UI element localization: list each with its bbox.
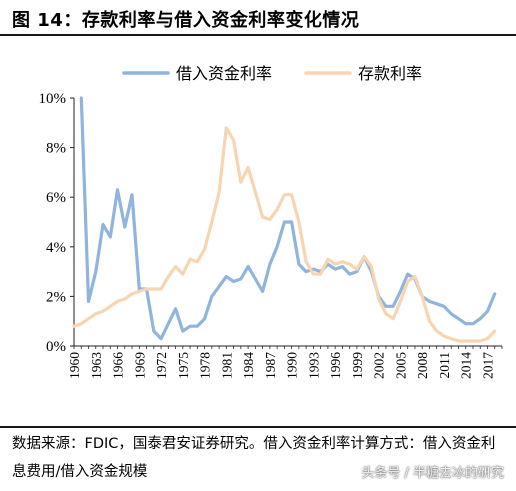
source-divider xyxy=(0,426,516,428)
y-tick-label: 6% xyxy=(46,190,66,206)
x-tick-label: 1966 xyxy=(111,352,126,379)
x-tick-label: 2014 xyxy=(459,352,474,379)
x-tick-label: 2017 xyxy=(480,352,495,379)
legend-label-1: 借入资金利率 xyxy=(176,64,272,83)
series-line-2 xyxy=(72,126,497,343)
line-chart: 0% 2% 4% 6% 8% 10% 1960 1963 1966 1969 1972 1975 197… xyxy=(39,64,503,379)
x-tick-label: 1972 xyxy=(154,352,169,379)
x-tick-label: 1963 xyxy=(89,352,104,379)
series-line-1 xyxy=(79,96,497,341)
x-tick-label: 1987 xyxy=(263,352,278,379)
y-tick-label: 0% xyxy=(46,339,66,355)
data-source-note: 数据来源：FDIC，国泰君安证券研究。借入资金利率计算方式：借入资金利息费用/借… xyxy=(12,436,496,480)
x-tick-label: 2002 xyxy=(372,352,387,379)
x-tick-label: 1993 xyxy=(306,352,321,379)
x-tick-label: 1984 xyxy=(241,352,256,379)
x-tick-label: 2008 xyxy=(415,352,430,379)
x-tick-label: 1960 xyxy=(67,352,82,379)
x-tick-label: 1990 xyxy=(285,352,300,379)
y-tick-label: 4% xyxy=(46,240,66,256)
watermark: 头条号 / 半糖去冰的研究 xyxy=(361,466,504,481)
y-tick-label: 2% xyxy=(46,289,66,305)
y-tick-label: 8% xyxy=(46,141,66,157)
x-tick-label: 1981 xyxy=(219,352,234,379)
x-tick-label: 1978 xyxy=(198,352,213,379)
title-divider xyxy=(0,34,516,36)
x-tick-label: 2011 xyxy=(437,352,452,379)
x-tick-label: 1975 xyxy=(176,352,191,379)
legend-label-2: 存款利率 xyxy=(358,64,422,83)
x-tick-label: 1996 xyxy=(328,352,343,379)
x-tick-label: 1999 xyxy=(350,352,365,379)
y-tick-label: 10% xyxy=(39,91,67,107)
figure-title: 图 14：存款利率与借入资金利率变化情况 xyxy=(12,10,360,31)
x-tick-label: 2005 xyxy=(393,352,408,379)
x-tick-label: 1969 xyxy=(132,352,147,379)
